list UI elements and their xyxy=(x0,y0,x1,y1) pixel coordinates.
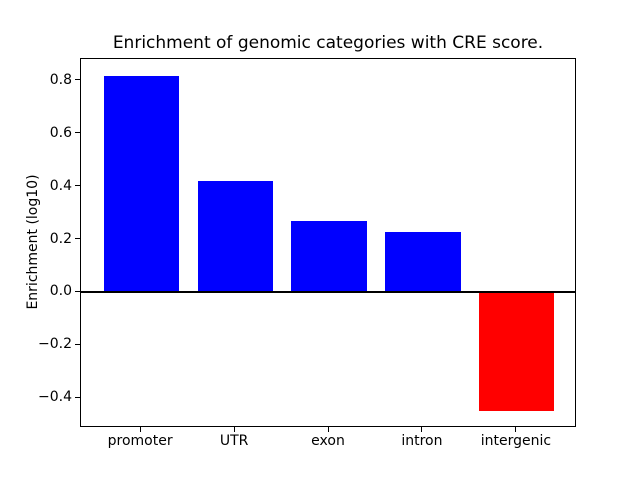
y-tick-mark xyxy=(75,396,80,398)
bar-intergenic xyxy=(479,292,555,412)
plot-area xyxy=(80,58,576,427)
zero-line xyxy=(81,291,575,294)
bar-intron xyxy=(385,231,461,293)
x-tick-label-promoter: promoter xyxy=(107,433,173,449)
bar-exon xyxy=(291,221,367,293)
y-tick-label: −0.2 xyxy=(38,336,72,353)
y-tick-mark xyxy=(75,238,80,239)
x-tick-mark xyxy=(139,427,141,432)
x-tick-label-UTR: UTR xyxy=(219,433,249,449)
y-tick-label: 0.2 xyxy=(49,230,72,247)
x-tick-label-intron: intron xyxy=(401,433,443,449)
y-tick-mark xyxy=(75,343,80,345)
y-tick-label: 0.8 xyxy=(49,71,72,88)
x-tick-mark xyxy=(233,427,235,432)
x-tick-label-exon: exon xyxy=(311,433,345,449)
bar-promoter xyxy=(103,75,179,293)
x-tick-mark xyxy=(421,427,423,432)
bars-layer xyxy=(81,59,575,426)
x-tick-label-intergenic: intergenic xyxy=(480,433,552,449)
x-tick-mark xyxy=(515,427,517,432)
x-tick-mark xyxy=(327,427,329,432)
y-tick-mark xyxy=(75,79,80,81)
y-tick-label: 0.6 xyxy=(49,124,72,141)
y-tick-mark xyxy=(75,185,80,187)
bar-UTR xyxy=(197,181,273,293)
y-tick-mark xyxy=(75,290,80,292)
y-tick-label: 0.4 xyxy=(49,177,72,194)
chart-title: Enrichment of genomic categories with CR… xyxy=(112,33,544,53)
y-tick-label: −0.4 xyxy=(38,389,72,406)
y-tick-mark xyxy=(75,132,80,134)
y-tick-label: 0.0 xyxy=(49,283,72,300)
